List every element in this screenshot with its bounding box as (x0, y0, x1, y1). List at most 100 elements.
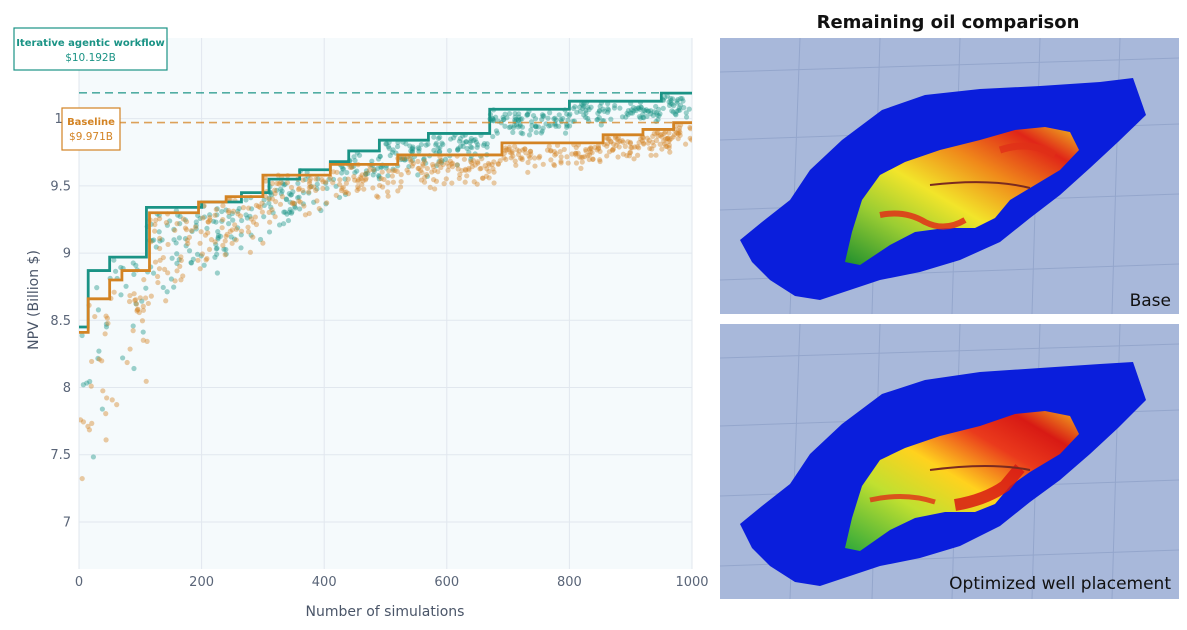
agentic-point (552, 115, 558, 121)
baseline-point (195, 257, 201, 263)
baseline-point (248, 216, 254, 222)
agentic-point (605, 106, 611, 112)
baseline-point (558, 154, 564, 160)
agentic-point (193, 226, 199, 232)
agentic-point (171, 226, 177, 232)
baseline-point (172, 278, 178, 284)
baseline-point (597, 148, 603, 155)
baseline-point (614, 136, 620, 142)
agentic-point (564, 111, 570, 117)
agentic-point (247, 213, 253, 219)
baseline-point (464, 173, 470, 179)
agentic-point (494, 130, 500, 136)
baseline-point (612, 135, 618, 141)
baseline-point (259, 209, 265, 215)
baseline-point (394, 168, 400, 175)
baseline-point (506, 146, 512, 152)
baseline-point (636, 139, 642, 146)
agentic-point (385, 144, 391, 150)
agentic-point (510, 129, 516, 135)
baseline-point (253, 221, 260, 228)
agentic-point (562, 130, 569, 136)
agentic-point (213, 219, 219, 225)
agentic-point (326, 176, 332, 182)
baseline-point (605, 135, 611, 142)
baseline-point (272, 187, 278, 193)
agentic-point (516, 114, 522, 120)
agentic-point (657, 111, 663, 117)
agentic-point (629, 110, 636, 116)
agentic-point (99, 406, 105, 412)
baseline-point (347, 164, 353, 170)
baseline-point (366, 167, 373, 173)
baseline-point (495, 161, 501, 167)
baseline-point (677, 132, 683, 138)
baseline-point (235, 211, 241, 217)
baseline-point (527, 155, 533, 161)
agentic-point (653, 103, 659, 110)
baseline-point (471, 179, 477, 185)
baseline-point (354, 187, 360, 194)
agentic-point (455, 147, 461, 153)
baseline-point (307, 176, 314, 182)
agentic-point (660, 105, 666, 111)
baseline-point (604, 141, 611, 147)
agentic-point (226, 213, 232, 220)
agentic-point (674, 98, 680, 104)
baseline-point (651, 142, 657, 149)
agentic-point (289, 209, 295, 215)
baseline-point (512, 143, 518, 149)
y-tick-label: 9 (63, 247, 71, 262)
baseline-point (133, 301, 140, 307)
agentic-point (617, 105, 623, 111)
baseline-point (220, 242, 226, 248)
baseline-point (198, 229, 204, 235)
agentic-point (547, 110, 553, 116)
agentic-point (517, 123, 523, 129)
baseline-point (306, 180, 313, 187)
baseline-point (422, 174, 428, 181)
baseline-point (650, 133, 656, 139)
baseline-point (486, 175, 492, 181)
agentic-point (369, 158, 375, 164)
agentic-point (403, 141, 409, 147)
agentic-point (363, 171, 369, 177)
baseline-point (219, 225, 225, 231)
baseline-point (177, 263, 183, 269)
agentic-point (356, 152, 363, 158)
agentic-point (442, 156, 449, 162)
baseline-point (507, 149, 513, 155)
agentic-point (553, 123, 559, 129)
agentic-point (401, 156, 408, 162)
agentic-point (439, 140, 445, 146)
agentic-point (440, 141, 446, 148)
baseline-point (475, 159, 481, 165)
agentic-point (261, 197, 267, 203)
baseline-point (370, 167, 377, 173)
agentic-point (510, 125, 517, 131)
baseline-point (620, 151, 626, 157)
baseline-point (449, 160, 456, 166)
agentic-point (580, 105, 586, 112)
baseline-point (378, 175, 384, 182)
agentic-point (231, 236, 238, 242)
baseline-point (666, 138, 672, 145)
agentic-point (623, 114, 629, 120)
agentic-point (390, 166, 396, 172)
baseline-point (463, 167, 469, 173)
agentic-point (540, 125, 546, 131)
baseline-point (675, 130, 681, 136)
agentic-point (650, 112, 656, 119)
agentic-point (407, 143, 413, 149)
baseline-point (459, 167, 465, 174)
agentic-point (446, 147, 453, 154)
agentic-point (415, 172, 421, 178)
baseline-point (267, 219, 273, 225)
baseline-point (640, 135, 646, 141)
baseline-point (220, 203, 226, 209)
agentic-point (624, 110, 630, 116)
baseline-point (506, 144, 512, 150)
baseline-point (301, 203, 307, 209)
baseline-point (362, 177, 369, 183)
agentic-point (564, 123, 570, 129)
